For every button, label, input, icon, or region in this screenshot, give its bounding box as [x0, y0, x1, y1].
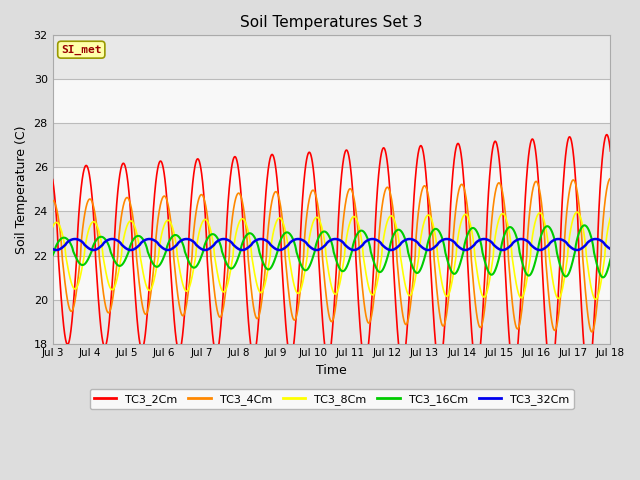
- Y-axis label: Soil Temperature (C): Soil Temperature (C): [15, 125, 28, 254]
- Bar: [52, 36, 611, 79]
- Bar: [52, 255, 611, 300]
- Bar: [52, 212, 611, 255]
- Bar: [52, 79, 611, 123]
- Bar: [52, 300, 611, 344]
- Legend: TC3_2Cm, TC3_4Cm, TC3_8Cm, TC3_16Cm, TC3_32Cm: TC3_2Cm, TC3_4Cm, TC3_8Cm, TC3_16Cm, TC3…: [90, 389, 573, 409]
- X-axis label: Time: Time: [316, 364, 347, 377]
- Text: SI_met: SI_met: [61, 45, 102, 55]
- Bar: [52, 168, 611, 212]
- Title: Soil Temperatures Set 3: Soil Temperatures Set 3: [240, 15, 423, 30]
- Bar: [52, 123, 611, 168]
